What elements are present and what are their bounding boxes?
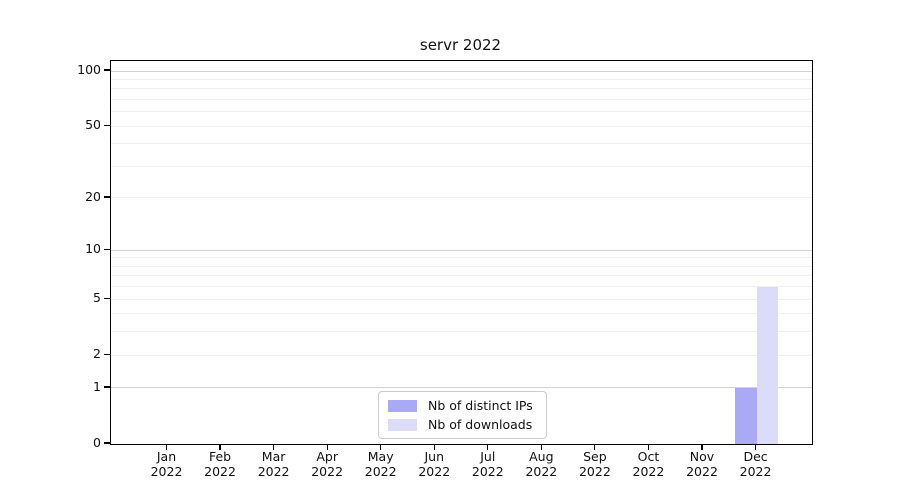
- chart-title: servr 2022: [419, 36, 502, 54]
- minor-gridline: [111, 125, 812, 127]
- x-tick-month: Sep: [583, 449, 607, 464]
- x-tick-label: Jan 2022: [135, 449, 199, 479]
- bar-distinct-ips: [735, 387, 757, 444]
- x-axis-tick: [540, 444, 542, 450]
- y-tick-label: 100: [77, 62, 101, 77]
- y-axis-tick: [104, 297, 110, 299]
- x-tick-year: 2022: [311, 464, 344, 479]
- x-tick-month: Dec: [743, 449, 768, 464]
- y-tick-label: 0: [93, 435, 101, 450]
- y-tick-label: 1: [93, 378, 101, 394]
- x-tick-month: Nov: [689, 449, 715, 464]
- y-axis-tick: [104, 69, 110, 71]
- minor-gridline: [111, 111, 812, 113]
- x-tick-year: 2022: [471, 464, 504, 479]
- x-axis-tick: [380, 444, 382, 450]
- x-axis-tick: [433, 444, 435, 450]
- x-tick-year: 2022: [257, 464, 290, 479]
- x-axis-tick: [754, 444, 757, 450]
- x-tick-label: Aug 2022: [509, 449, 573, 479]
- x-tick-year: 2022: [525, 464, 558, 479]
- x-tick-year: 2022: [578, 464, 611, 479]
- legend: Nb of distinct IPs Nb of downloads: [378, 391, 547, 439]
- x-tick-year: 2022: [364, 464, 397, 479]
- x-axis-tick: [165, 444, 168, 450]
- minor-gridline: [111, 165, 812, 167]
- y-tick-label: 50: [85, 117, 101, 133]
- x-axis-tick: [219, 444, 221, 450]
- x-axis-tick: [487, 444, 489, 450]
- y-tick-label: 5: [93, 290, 101, 306]
- x-tick-label: Jul 2022: [456, 449, 520, 479]
- minor-gridline: [111, 257, 812, 259]
- minor-gridline: [111, 313, 812, 315]
- y-axis-tick: [104, 124, 110, 126]
- minor-gridline: [111, 265, 812, 267]
- x-tick-month: Oct: [637, 449, 660, 464]
- minor-gridline: [111, 275, 812, 277]
- x-tick-month: Jul: [480, 449, 496, 464]
- x-tick-label: Feb 2022: [188, 449, 252, 479]
- x-tick-label: Dec 2022: [724, 449, 788, 479]
- legend-swatch: [388, 399, 417, 412]
- x-tick-label: Sep 2022: [563, 449, 627, 479]
- y-axis-tick: [104, 442, 110, 444]
- y-tick-label: 20: [85, 188, 101, 204]
- y-tick-label: 2: [93, 346, 101, 362]
- major-gridline: [111, 249, 812, 251]
- x-tick-year: 2022: [204, 464, 236, 479]
- x-tick-month: Apr: [316, 449, 338, 464]
- x-tick-month: Feb: [208, 449, 232, 464]
- x-tick-month: May: [367, 449, 394, 464]
- x-tick-label: Apr 2022: [295, 449, 359, 479]
- x-tick-year: 2022: [632, 464, 665, 479]
- x-tick-label: Oct 2022: [616, 449, 680, 479]
- y-tick-label: 10: [85, 241, 101, 257]
- legend-entry: Nb of downloads: [388, 417, 533, 432]
- bar-downloads: [756, 286, 779, 444]
- major-gridline: [111, 387, 812, 389]
- x-axis-tick: [647, 444, 650, 450]
- minor-gridline: [111, 98, 812, 100]
- minor-gridline: [111, 88, 812, 90]
- x-tick-year: 2022: [418, 464, 451, 479]
- major-gridline: [111, 70, 812, 72]
- x-tick-year: 2022: [686, 464, 718, 479]
- minor-gridline: [111, 354, 812, 356]
- minor-gridline: [111, 298, 812, 300]
- x-axis-tick: [701, 444, 703, 450]
- x-tick-label: Jun 2022: [402, 449, 466, 479]
- legend-entry: Nb of distinct IPs: [388, 398, 533, 413]
- minor-gridline: [111, 331, 812, 333]
- y-axis-tick: [104, 248, 110, 250]
- x-tick-year: 2022: [150, 464, 183, 479]
- x-axis-tick: [594, 444, 596, 450]
- legend-label: Nb of distinct IPs: [428, 398, 533, 413]
- minor-gridline: [111, 286, 812, 288]
- x-tick-month: Jan: [156, 449, 177, 464]
- minor-gridline: [111, 78, 812, 80]
- x-axis-tick: [326, 444, 328, 450]
- plot-area: Nb of distinct IPs Nb of downloads: [110, 60, 813, 445]
- x-tick-month: Aug: [529, 449, 554, 464]
- x-tick-label: Mar 2022: [242, 449, 306, 479]
- minor-gridline: [111, 143, 812, 145]
- y-axis-tick: [104, 196, 110, 198]
- legend-label: Nb of downloads: [428, 417, 533, 432]
- x-tick-label: May 2022: [349, 449, 413, 479]
- x-tick-month: Jun: [424, 449, 445, 464]
- legend-swatch: [388, 418, 417, 431]
- x-tick-label: Nov 2022: [670, 449, 734, 479]
- x-tick-year: 2022: [739, 464, 772, 479]
- minor-gridline: [111, 197, 812, 199]
- y-axis-tick: [104, 386, 110, 388]
- x-axis-tick: [273, 444, 275, 450]
- y-axis-tick: [104, 353, 110, 355]
- x-tick-month: Mar: [261, 449, 286, 464]
